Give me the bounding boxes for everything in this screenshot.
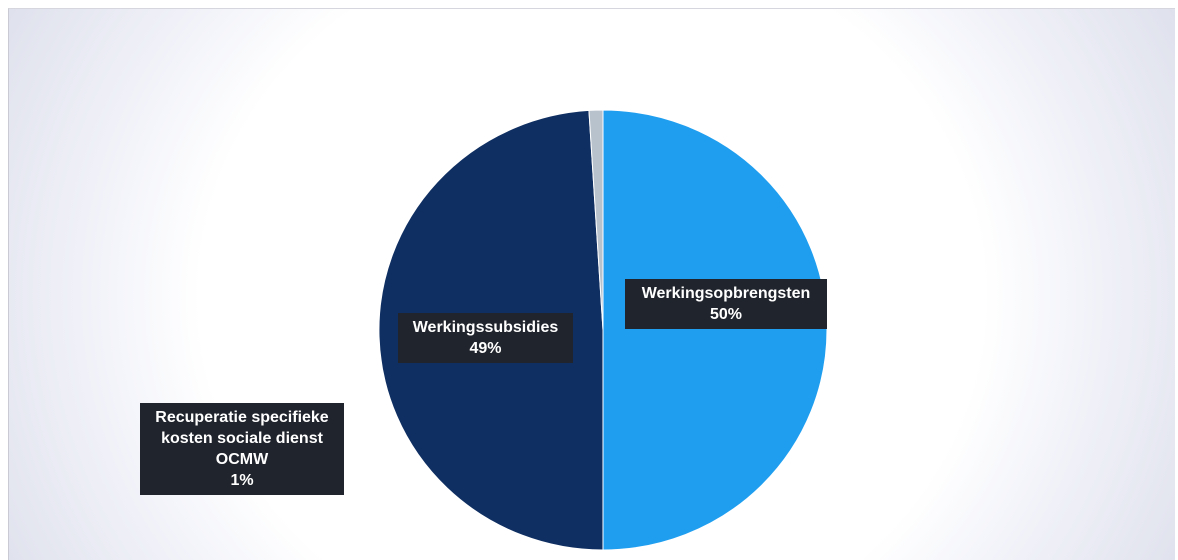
data-label-name-line-1: Recuperatie specifieke — [155, 409, 329, 426]
data-label-name-line-2: kosten sociale dienst — [161, 430, 323, 447]
data-label-name-line-3: OCMW — [215, 451, 269, 468]
data-label-werkingssubsidies: Werkingssubsidies 49% — [398, 313, 573, 363]
data-label-value: 49% — [469, 340, 502, 357]
pie-slice-recuperatie — [588, 109, 604, 331]
chart-area: Werkingsopbrengsten 50% Werkingssubsidie… — [8, 8, 1175, 560]
data-label-recuperatie: Recuperatie specifieke kosten sociale di… — [140, 403, 344, 495]
pie-slice-werkingsopbrengsten — [602, 109, 828, 551]
data-label-werkingsopbrengsten: Werkingsopbrengsten 50% — [625, 279, 827, 329]
pie-chart — [378, 109, 828, 551]
data-label-name: Werkingsopbrengsten — [641, 285, 811, 302]
data-label-name: Werkingssubsidies — [412, 319, 559, 336]
data-label-value: 50% — [709, 306, 743, 323]
data-label-value: 1% — [230, 472, 254, 489]
